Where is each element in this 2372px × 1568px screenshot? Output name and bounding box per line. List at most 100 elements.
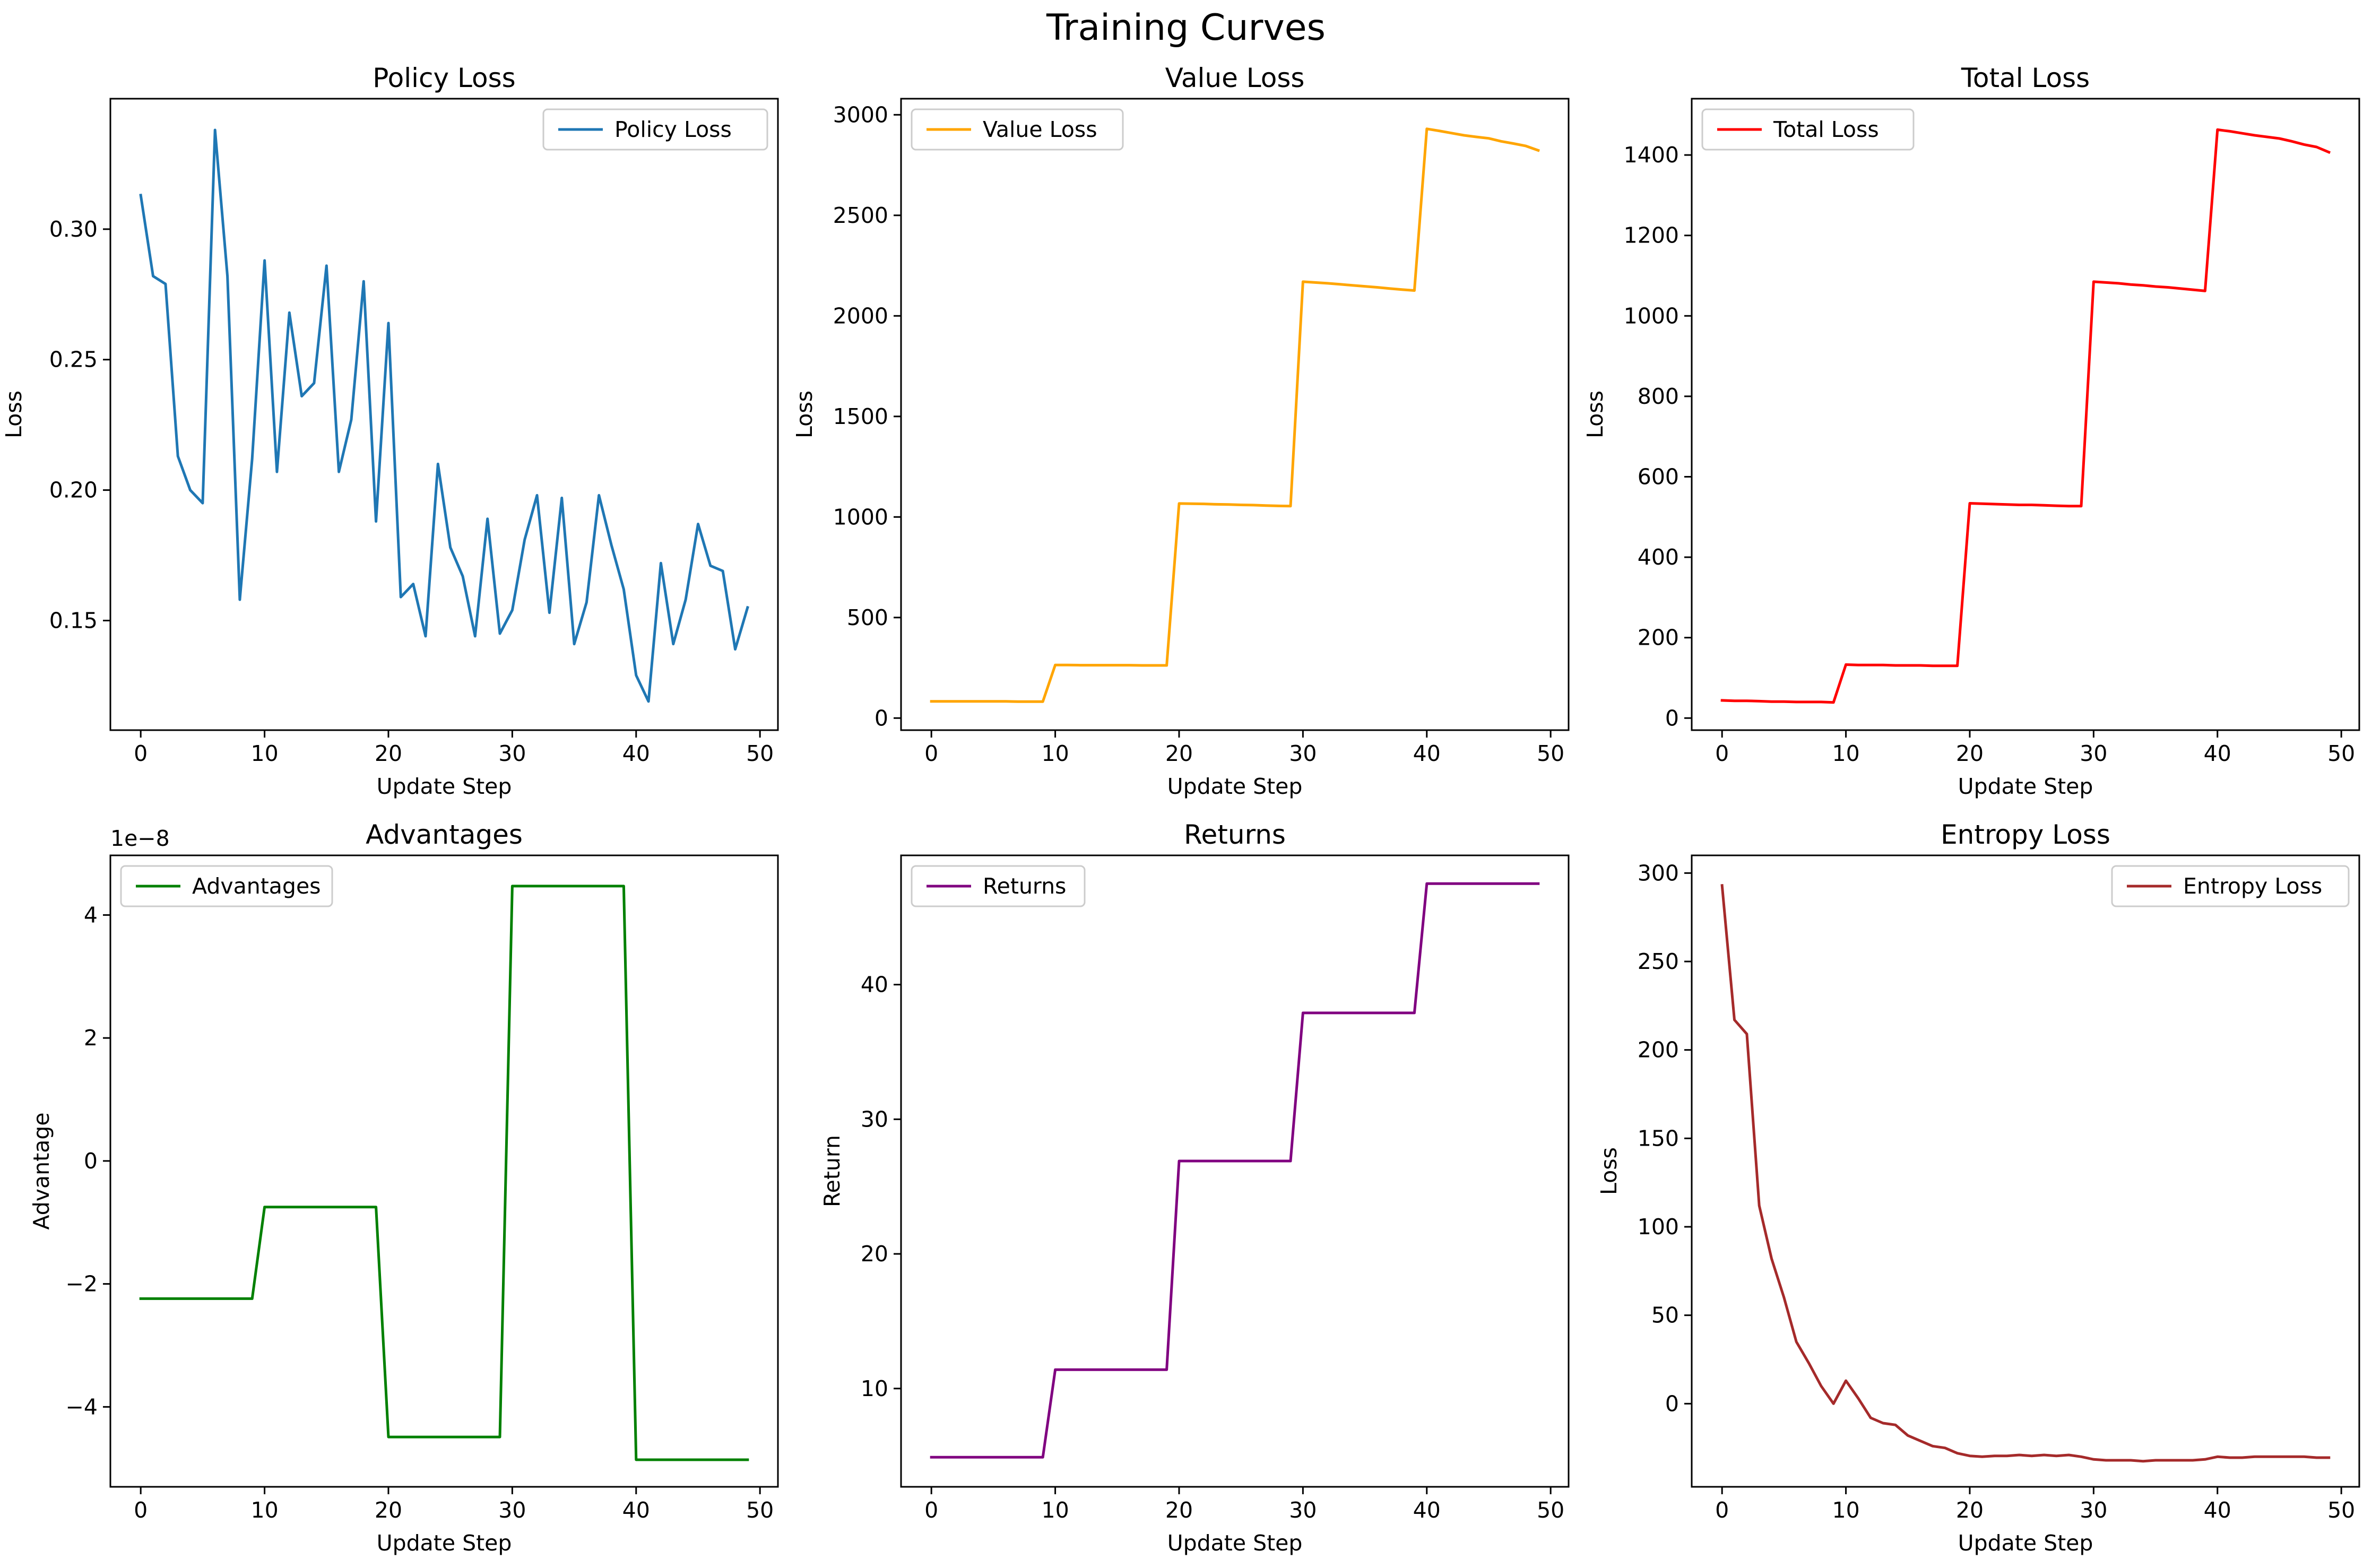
x-tick-label: 40 [2204, 1497, 2231, 1523]
x-tick-label: 30 [1289, 1497, 1317, 1523]
x-tick-label: 20 [1165, 741, 1193, 766]
x-tick-label: 40 [1413, 741, 1441, 766]
legend: Advantages [120, 865, 333, 907]
x-tick-label: 0 [924, 1497, 938, 1523]
x-axis-label: Update Step [1958, 774, 2093, 799]
panel-policy-loss: 0 10 20 30 40 50 0.15 0.20 0.25 0.30 Policy Loss Up… [1, 63, 779, 799]
y-tick-label: 300 [1638, 860, 1679, 886]
legend: Entropy Loss [2111, 865, 2350, 907]
y-tick-label: 1200 [1624, 223, 1679, 248]
series-line-total-loss [1720, 128, 2331, 704]
series-line-policy-loss [139, 128, 749, 703]
y-tick-label: −2 [66, 1271, 98, 1297]
y-tick-label: 400 [1638, 544, 1679, 570]
axes-frame [1691, 854, 2360, 1488]
x-tick-label: 0 [1715, 741, 1729, 766]
x-tick-label: 30 [498, 1497, 526, 1523]
y-tick-label: 2000 [833, 303, 888, 328]
y-tick-label: 1500 [833, 404, 888, 429]
y-tick-label: 0 [84, 1148, 98, 1174]
legend-label: Policy Loss [614, 117, 732, 142]
y-tick-label: 2 [84, 1025, 98, 1051]
x-tick-label: 20 [375, 741, 402, 766]
y-tick-label: 30 [861, 1106, 888, 1132]
legend-label: Returns [983, 873, 1066, 899]
x-tick-label: 0 [924, 741, 938, 766]
legend-label: Value Loss [983, 117, 1097, 142]
x-tick-label: 50 [2327, 1497, 2355, 1523]
x-axis-label: Update Step [1167, 774, 1303, 799]
y-tick-label: 250 [1638, 949, 1679, 974]
x-tick-label: 10 [250, 741, 278, 766]
x-tick-label: 50 [2327, 741, 2355, 766]
x-tick-label: 40 [622, 1497, 650, 1523]
y-axis-label: Loss [1596, 1147, 1622, 1195]
panel-title: Advantages [366, 819, 523, 850]
y-tick-label: 0.20 [49, 478, 98, 503]
legend: Policy Loss [542, 108, 768, 151]
y-tick-label: 50 [1651, 1303, 1679, 1328]
y-tick-label: 0 [1665, 705, 1679, 731]
x-axis-label: Update Step [377, 1530, 512, 1556]
y-tick-label: 100 [1638, 1214, 1679, 1240]
legend-box [911, 865, 1086, 907]
legend-label: Entropy Loss [2183, 873, 2322, 899]
figure-title: Training Curves [1046, 7, 1326, 49]
y-tick-label: −4 [66, 1394, 98, 1419]
y-tick-label: 0.25 [49, 347, 98, 372]
x-tick-label: 30 [1289, 741, 1317, 766]
legend: Value Loss [911, 108, 1124, 151]
y-tick-label: 4 [84, 902, 98, 928]
x-axis-label: Update Step [1958, 1530, 2093, 1556]
x-tick-label: 10 [1041, 741, 1069, 766]
y-axis-label: Return [819, 1135, 845, 1207]
panel-title: Returns [1184, 819, 1286, 850]
y-axis-label: Loss [1, 391, 27, 438]
y-axis-offset-label: 1e−8 [110, 826, 170, 851]
y-tick-label: 150 [1638, 1125, 1679, 1151]
y-tick-label: 200 [1638, 1037, 1679, 1063]
y-tick-label: 200 [1638, 625, 1679, 651]
y-tick-label: 10 [861, 1376, 888, 1401]
series-line-value-loss [930, 127, 1540, 703]
legend: Total Loss [1701, 108, 1915, 151]
x-tick-label: 50 [746, 1497, 774, 1523]
y-tick-label: 800 [1638, 384, 1679, 409]
x-tick-label: 10 [1832, 1497, 1859, 1523]
x-tick-label: 30 [2080, 1497, 2107, 1523]
x-tick-label: 30 [498, 741, 526, 766]
x-tick-label: 0 [134, 741, 148, 766]
x-tick-label: 20 [1165, 1497, 1193, 1523]
y-tick-label: 600 [1638, 464, 1679, 489]
x-tick-label: 20 [1956, 1497, 1984, 1523]
x-tick-label: 10 [1832, 741, 1859, 766]
panel-returns: 0 10 20 30 40 50 10 20 30 40 Returns Update Step Ret… [819, 819, 1570, 1556]
x-tick-label: 50 [1537, 1497, 1564, 1523]
legend-label: Advantages [192, 873, 321, 899]
legend-box [120, 865, 333, 907]
y-tick-label: 20 [861, 1241, 888, 1267]
x-tick-label: 40 [1413, 1497, 1441, 1523]
y-tick-label: 0 [1665, 1391, 1679, 1416]
legend-box [542, 108, 768, 151]
x-tick-label: 10 [1041, 1497, 1069, 1523]
y-tick-label: 1000 [833, 504, 888, 530]
x-tick-label: 40 [2204, 741, 2231, 766]
panel-advantages: 0 10 20 30 40 50 −4 −2 0 2 4 Advantages Update Step A… [29, 819, 779, 1556]
y-tick-label: 0 [875, 705, 888, 731]
y-tick-label: 0.30 [49, 216, 98, 242]
x-tick-label: 50 [746, 741, 774, 766]
axes-frame [109, 98, 779, 731]
axes-frame [109, 854, 779, 1488]
y-tick-label: 500 [847, 605, 888, 630]
panel-entropy-loss: 0 10 20 30 40 50 0 50 100 150 200 250 300 Entropy Los… [1596, 819, 2360, 1556]
x-tick-label: 40 [622, 741, 650, 766]
axes-frame [900, 854, 1570, 1488]
y-axis-label: Loss [792, 391, 817, 438]
legend-box [911, 108, 1124, 151]
legend: Returns [911, 865, 1086, 907]
x-axis-label: Update Step [377, 774, 512, 799]
